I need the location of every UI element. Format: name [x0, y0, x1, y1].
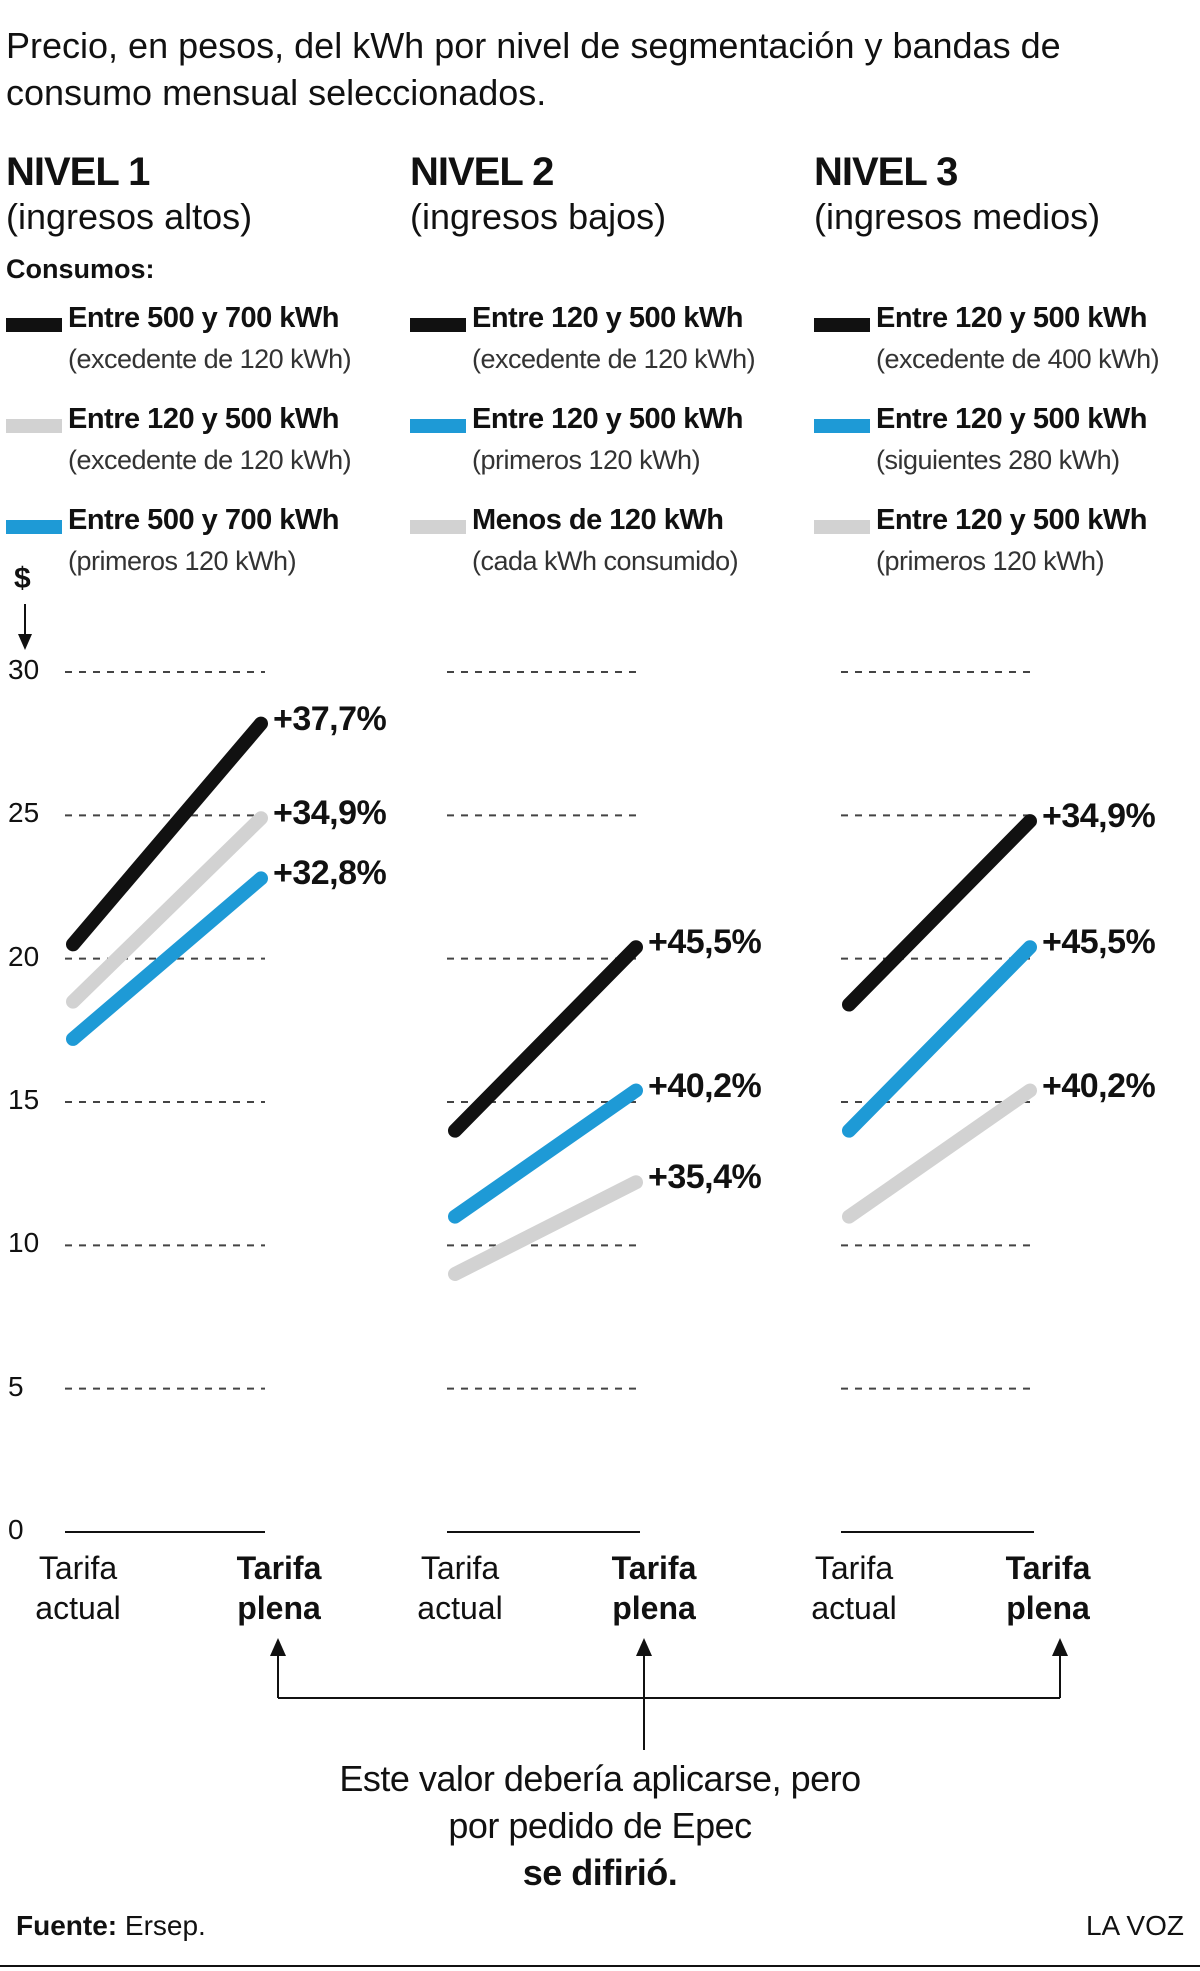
x-tick-label: Tarifa plena: [1005, 1550, 1091, 1626]
y-tick-label: 25: [8, 797, 40, 829]
y-tick-label: 15: [8, 1084, 40, 1115]
x-tick-label: Tarifa plena: [236, 1550, 322, 1626]
legend-detail: (siguientes 280 kWh): [876, 445, 1120, 475]
series-line: [842, 814, 1037, 1012]
legend-swatch: [6, 520, 62, 534]
arrow-head: [270, 1638, 286, 1656]
legend-label: Entre 120 y 500 kWh: [876, 504, 1147, 536]
series-line: [66, 871, 268, 1046]
y-tick-label: 30: [8, 654, 40, 685]
y-tick-label: 20: [8, 940, 40, 972]
change-label: +37,7%: [273, 699, 387, 738]
panel-title: NIVEL 2: [410, 150, 554, 194]
legend-swatch: [6, 419, 62, 433]
x-tick-label: Tarifa actual: [417, 1550, 503, 1626]
legend-label: Entre 120 y 500 kWh: [876, 302, 1147, 334]
arrow-head: [1052, 1638, 1068, 1656]
note: Este valor debería aplicarse, pero por p…: [330, 1755, 870, 1896]
legend-detail: (cada kWh consumido): [472, 546, 739, 576]
series-line: [66, 811, 268, 1009]
legend-detail: (excedente de 120 kWh): [472, 344, 756, 374]
series-line: [842, 940, 1037, 1138]
y-unit: $: [14, 562, 31, 595]
panel-title: NIVEL 3: [814, 150, 958, 194]
legend-detail: (primeros 120 kWh): [472, 445, 701, 475]
series-line: [842, 1083, 1037, 1224]
series-line: [66, 716, 268, 952]
panel-subtitle: (ingresos bajos): [410, 196, 667, 237]
y-tick-label: 5: [8, 1370, 24, 1402]
panel-title: NIVEL 1: [6, 150, 150, 194]
legend-swatch: [410, 419, 466, 433]
brand: LA VOZ: [1085, 1910, 1184, 1941]
panel-subtitle: (ingresos medios): [814, 196, 1101, 237]
change-label: +34,9%: [1042, 797, 1156, 836]
legend-detail: (excedente de 120 kWh): [68, 344, 352, 374]
legend-label: Entre 120 y 500 kWh: [876, 403, 1147, 435]
unit-arrow: [18, 634, 32, 650]
legend-swatch: [814, 520, 870, 534]
change-label: +40,2%: [1042, 1066, 1156, 1105]
legend-swatch: [6, 318, 62, 332]
legend-label: Entre 120 y 500 kWh: [68, 403, 339, 435]
y-tick-label: 0: [8, 1514, 24, 1545]
chart-title: Precio, en pesos, del kWh por nivel de s…: [6, 25, 1061, 113]
series-line: [448, 1175, 643, 1281]
y-tick-label: 10: [8, 1227, 40, 1259]
legend-detail: (primeros 120 kWh): [876, 546, 1105, 576]
arrow-head: [636, 1638, 652, 1656]
source-text: Ersep.: [124, 1910, 206, 1941]
change-label: +40,2%: [648, 1066, 762, 1105]
legend-detail: (excedente de 120 kWh): [68, 445, 352, 475]
change-label: +32,8%: [273, 854, 387, 893]
legend-swatch: [410, 520, 466, 534]
note-emphasis: se difirió.: [522, 1852, 678, 1893]
legend-swatch: [410, 318, 466, 332]
legend-label: Menos de 120 kWh: [472, 504, 724, 536]
legend-detail: (primeros 120 kWh): [68, 546, 297, 576]
legend-swatch: [814, 318, 870, 332]
series-line: [448, 1083, 643, 1224]
source: Fuente: Ersep.: [16, 1910, 206, 1942]
x-tick-label: Tarifa plena: [611, 1550, 697, 1626]
legend-heading: Consumos:: [6, 254, 155, 284]
change-label: +34,9%: [273, 794, 387, 833]
note-text: Este valor debería aplicarse, pero por p…: [339, 1758, 861, 1846]
panel-subtitle: (ingresos altos): [6, 196, 253, 237]
legend-detail: (excedente de 400 kWh): [876, 344, 1160, 374]
x-tick-label: Tarifa actual: [35, 1550, 121, 1626]
change-label: +45,5%: [648, 923, 762, 962]
legend-swatch: [814, 419, 870, 433]
legend-label: Entre 120 y 500 kWh: [472, 302, 743, 334]
source-label: Fuente:: [16, 1910, 118, 1941]
legend-label: Entre 500 y 700 kWh: [68, 504, 339, 536]
series-line: [448, 940, 643, 1138]
x-tick-label: Tarifa actual: [811, 1550, 897, 1626]
change-label: +45,5%: [1042, 923, 1156, 962]
change-label: +35,4%: [648, 1158, 762, 1197]
legend-label: Entre 500 y 700 kWh: [68, 302, 339, 334]
legend-label: Entre 120 y 500 kWh: [472, 403, 743, 435]
